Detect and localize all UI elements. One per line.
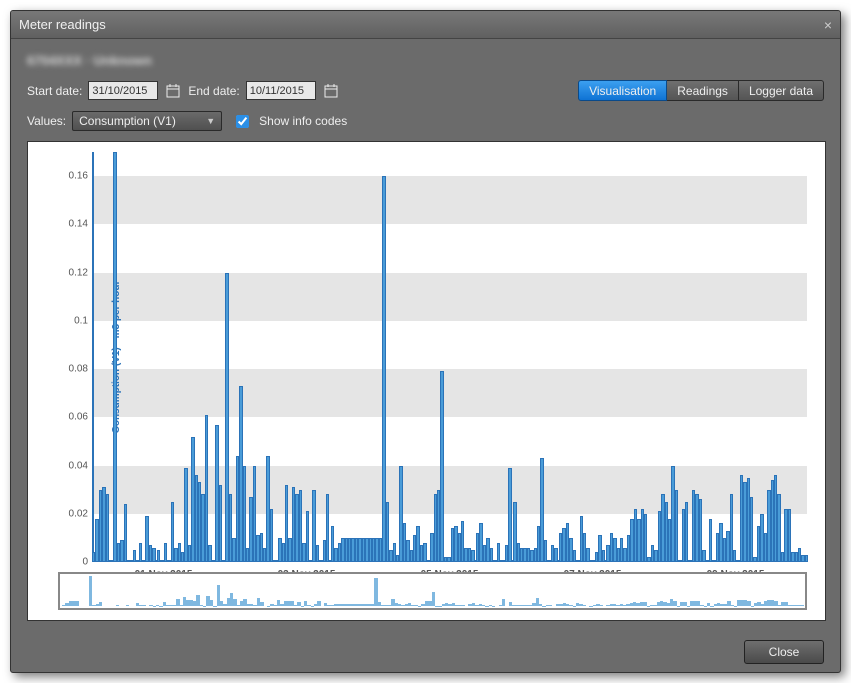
bar	[554, 548, 557, 562]
overview-scrollbar[interactable]	[58, 572, 807, 610]
bar	[205, 415, 208, 562]
bar	[709, 519, 712, 562]
dialog-footer: Close	[11, 632, 840, 672]
date-controls-row: Start date: End date: Visualisation Read…	[27, 80, 824, 101]
y-tick-label: 0.16	[56, 171, 88, 182]
bar	[508, 468, 511, 562]
show-info-codes-checkbox[interactable]	[236, 115, 249, 128]
window-title: Meter readings	[19, 17, 824, 32]
bar	[124, 504, 127, 562]
y-tick-label: 0.08	[56, 364, 88, 375]
chart-panel: Consumption (V1) - m3 per hour 00.020.04…	[27, 141, 826, 621]
close-button[interactable]: Close	[744, 640, 824, 664]
meter-readings-dialog: Meter readings × 6704XXX · Unknown Start…	[10, 10, 841, 673]
bar	[106, 494, 109, 562]
dialog-body: 6704XXX · Unknown Start date: End date: …	[11, 39, 840, 635]
bar	[586, 548, 589, 562]
y-tick-label: 0.1	[56, 315, 88, 326]
plot-area: Consumption (V1) - m3 per hour 00.020.04…	[92, 152, 807, 562]
chevron-down-icon: ▼	[206, 116, 215, 126]
end-date-input[interactable]	[246, 81, 316, 100]
start-date-input[interactable]	[88, 81, 158, 100]
y-tick-label: 0.06	[56, 412, 88, 423]
bar	[326, 494, 329, 562]
meter-id-blurred: 6704XXX · Unknown	[27, 53, 824, 68]
bar	[471, 550, 474, 562]
bar	[440, 371, 443, 562]
titlebar: Meter readings ×	[11, 11, 840, 39]
close-icon[interactable]: ×	[824, 17, 832, 33]
bar	[219, 485, 222, 562]
y-tick-label: 0	[56, 557, 88, 568]
bar	[644, 514, 647, 562]
y-tick-label: 0.12	[56, 267, 88, 278]
y-tick-label: 0.14	[56, 219, 88, 230]
values-dropdown[interactable]: Consumption (V1) ▼	[72, 111, 222, 131]
bar	[500, 560, 503, 562]
y-tick-label: 0.02	[56, 508, 88, 519]
calendar-icon[interactable]	[322, 82, 340, 100]
bar	[685, 502, 688, 562]
y-tick-label: 0.04	[56, 460, 88, 471]
values-controls-row: Values: Consumption (V1) ▼ Show info cod…	[27, 111, 824, 131]
bar	[270, 509, 273, 562]
bar	[133, 550, 136, 562]
tab-visualisation[interactable]: Visualisation	[578, 80, 667, 101]
dropdown-selected: Consumption (V1)	[79, 114, 176, 128]
tab-logger-data[interactable]: Logger data	[739, 80, 824, 101]
calendar-icon[interactable]	[164, 82, 182, 100]
bar	[152, 548, 155, 562]
bar	[139, 543, 142, 562]
values-label: Values:	[27, 114, 66, 128]
bar	[602, 550, 605, 562]
bar	[113, 152, 116, 562]
start-date-label: Start date:	[27, 84, 82, 98]
bar	[675, 490, 678, 562]
bar	[306, 511, 309, 562]
tab-readings[interactable]: Readings	[667, 80, 739, 101]
show-info-codes-label: Show info codes	[259, 114, 347, 128]
bar	[750, 497, 753, 562]
view-tabs: Visualisation Readings Logger data	[578, 80, 824, 101]
end-date-label: End date:	[188, 84, 239, 98]
chart-bars	[92, 152, 807, 562]
bar	[805, 555, 808, 562]
